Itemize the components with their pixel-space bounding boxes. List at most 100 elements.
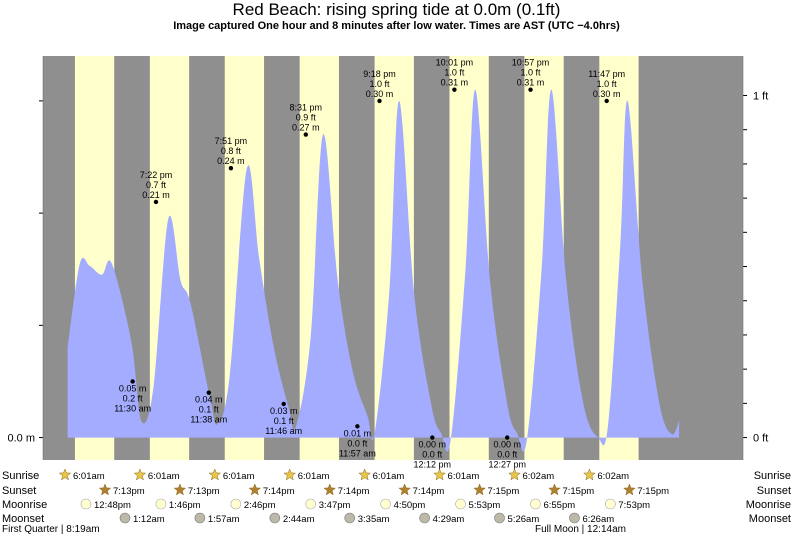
tide-event-label: 0.30 m xyxy=(593,89,621,99)
sunrise-time: 6:01am xyxy=(298,471,330,482)
moonrise-icon xyxy=(455,498,466,510)
moonrise-time: 3:47pm xyxy=(319,500,351,511)
tide-event-point xyxy=(430,435,435,440)
tide-event-label: 0.0 ft xyxy=(422,450,443,460)
sunrise-time: 6:02am xyxy=(597,471,629,482)
tide-event-label: 0.00 m xyxy=(493,440,521,450)
tide-event-label: 11:46 am xyxy=(265,426,302,436)
sunrise-icon xyxy=(433,468,446,481)
sunset-icon xyxy=(548,483,561,496)
sunset-icon xyxy=(173,483,187,496)
moonrise-time: 5:53pm xyxy=(469,500,501,511)
tide-event-label: 10:01 pm xyxy=(436,58,474,68)
tide-event-label: 0.1 ft xyxy=(274,416,295,426)
tide-event-label: 1.0 ft xyxy=(521,68,542,78)
tide-event-point xyxy=(452,87,457,92)
sunset-icon xyxy=(98,483,112,496)
y-label-left: 0.0 m xyxy=(7,433,35,445)
moonrise-icon xyxy=(530,498,541,510)
tide-event-label: 1.0 ft xyxy=(444,68,465,78)
sunrise-time: 6:01am xyxy=(448,471,480,482)
moonrise-time: 4:50pm xyxy=(394,500,426,511)
tide-event-label: 12:12 pm xyxy=(414,460,452,470)
moonset-time: 3:35am xyxy=(358,514,390,525)
sunrise-icon xyxy=(283,468,297,481)
y-label-right: 1 ft xyxy=(753,91,768,103)
legend-row-label-left: Sunrise xyxy=(2,470,39,482)
sunset-icon xyxy=(398,483,412,496)
tide-event-label: 0.7 ft xyxy=(146,180,167,190)
sunrise-icon xyxy=(508,468,521,481)
tide-event-label: 0.00 m xyxy=(419,440,447,450)
sunset-icon xyxy=(473,483,486,496)
tide-event-point xyxy=(528,87,533,92)
chart-title: Red Beach: rising spring tide at 0.0m (0… xyxy=(232,0,561,19)
tide-event-label: 0.04 m xyxy=(195,395,223,405)
tide-event-label: 1.0 ft xyxy=(369,79,390,89)
tide-event-point xyxy=(303,132,309,137)
sunrise-icon xyxy=(583,468,596,481)
moonset-icon xyxy=(194,512,206,524)
sunrise-icon xyxy=(208,468,222,481)
tide-event-label: 11:38 am xyxy=(190,415,227,425)
tide-event-label: 0.03 m xyxy=(270,406,298,416)
tide-event-label: 0.0 ft xyxy=(347,438,368,448)
tide-event-point xyxy=(281,401,286,407)
sunset-time: 7:15pm xyxy=(562,486,594,497)
moonset-icon xyxy=(119,512,131,524)
tide-event-point xyxy=(505,435,510,440)
sunset-time: 7:15pm xyxy=(488,486,520,497)
moonrise-time: 1:46pm xyxy=(169,500,201,511)
chart-subtitle: Image captured One hour and 8 minutes af… xyxy=(173,20,620,32)
moonset-icon xyxy=(494,512,505,524)
tide-event-point xyxy=(355,424,360,429)
moonrise-icon xyxy=(80,498,92,510)
sunrise-icon xyxy=(133,468,147,481)
legend-row-label-right: Moonset xyxy=(749,513,791,525)
tide-event-point xyxy=(377,98,382,104)
tide-event-label: 0.1 ft xyxy=(199,405,220,415)
sunrise-time: 6:01am xyxy=(373,471,405,482)
sunset-icon xyxy=(323,483,337,496)
tide-event-label: 0.24 m xyxy=(217,156,245,166)
moonset-time: 1:12am xyxy=(133,514,165,525)
tide-event-label: 11:57 am xyxy=(339,448,376,458)
moonset-time: 6:26am xyxy=(582,514,614,525)
tide-event-label: 0.31 m xyxy=(517,78,545,88)
tide-event-label: 12:27 pm xyxy=(488,460,526,470)
legend-row-label-right: Moonrise xyxy=(746,499,791,511)
tide-event-label: 7:22 pm xyxy=(140,170,173,180)
legend-row-label-left: Sunset xyxy=(2,485,36,497)
moonrise-icon xyxy=(605,498,616,510)
y-label-right: 0 ft xyxy=(753,433,768,445)
tide-event-label: 0.0 ft xyxy=(497,450,518,460)
tide-event-point xyxy=(153,199,159,205)
moonset-time: 1:57am xyxy=(208,514,240,525)
tide-event-label: 0.30 m xyxy=(366,89,394,99)
tide-event-point xyxy=(206,390,211,395)
tide-event-point xyxy=(228,166,234,171)
sunrise-icon xyxy=(58,468,72,481)
legend-row-label-right: Sunrise xyxy=(754,470,791,482)
moonset-time: 4:29am xyxy=(433,514,465,525)
moonrise-icon xyxy=(305,498,317,510)
legend-row-label-left: Moonset xyxy=(2,513,44,525)
moonrise-time: 6:55pm xyxy=(543,500,575,511)
moonset-icon xyxy=(419,512,430,524)
moonrise-icon xyxy=(380,498,391,510)
sunset-icon xyxy=(248,483,262,496)
tide-event-label: 11:30 am xyxy=(114,403,151,413)
full-moon-note: Full Moon | 12:14am xyxy=(535,524,626,535)
tide-event-label: 0.27 m xyxy=(292,123,320,133)
tide-event-label: 0.21 m xyxy=(142,190,170,200)
moonrise-time: 7:53pm xyxy=(618,500,650,511)
tide-event-label: 0.8 ft xyxy=(221,146,242,156)
tide-event-label: 0.2 ft xyxy=(123,393,144,403)
tide-event-label: 1.0 ft xyxy=(597,79,618,89)
moonset-icon xyxy=(569,512,580,524)
moonset-icon xyxy=(344,512,356,524)
sunset-time: 7:14pm xyxy=(413,486,445,497)
moonrise-time: 12:48pm xyxy=(94,500,131,511)
tide-event-label: 0.05 m xyxy=(119,383,147,393)
